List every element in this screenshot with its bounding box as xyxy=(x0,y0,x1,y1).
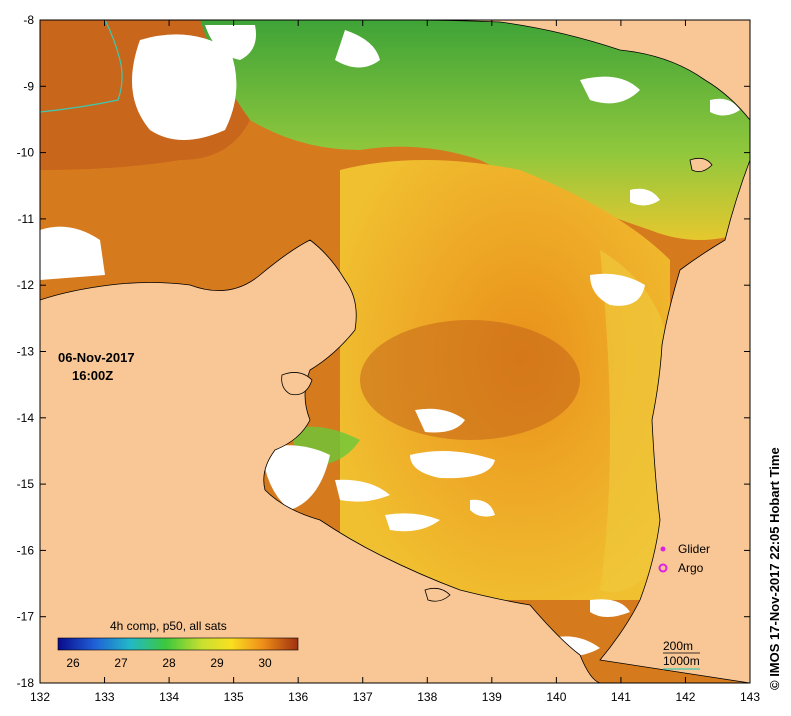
y-tick-label: -10 xyxy=(17,146,35,160)
colorbar-tick-label: 29 xyxy=(210,656,224,670)
contour-1000m-label: 1000m xyxy=(663,654,700,668)
platform-legend: Glider Argo xyxy=(658,542,710,575)
y-tick-label: -11 xyxy=(18,212,35,226)
y-axis: -8 -9 -10 -11 -12 -13 -14 -15 -16 -17 -18 xyxy=(17,13,750,690)
colorbar-tick-label: 30 xyxy=(258,656,272,670)
credit-label: © IMOS 17-Nov-2017 22:05 Hobart Time xyxy=(767,447,782,690)
warm-patch xyxy=(360,320,580,440)
x-tick-label: 143 xyxy=(740,690,760,704)
colorbar-tick-label: 26 xyxy=(66,656,80,670)
x-tick-label: 140 xyxy=(546,690,566,704)
cloud-mask xyxy=(40,25,740,657)
y-tick-label: -15 xyxy=(17,477,35,491)
x-tick-label: 142 xyxy=(675,690,695,704)
depth-contours xyxy=(39,19,123,113)
y-tick-label: -18 xyxy=(17,676,35,690)
north-cool-water xyxy=(200,20,750,240)
y-tick-label: -8 xyxy=(23,13,34,27)
y-tick-label: -16 xyxy=(17,543,35,557)
colorbar: 4h comp, p50, all sats 26 27 28 29 30 xyxy=(57,619,299,670)
x-tick-label: 133 xyxy=(95,690,115,704)
colorbar-tick-label: 27 xyxy=(114,656,128,670)
x-tick-label: 141 xyxy=(611,690,631,704)
x-tick-label: 139 xyxy=(482,690,502,704)
east-margin-water xyxy=(600,250,665,592)
x-tick-label: 136 xyxy=(288,690,308,704)
x-tick-label: 137 xyxy=(353,690,373,704)
contour-200m-label: 200m xyxy=(663,639,693,653)
x-tick-label: 134 xyxy=(159,690,179,704)
land-mask xyxy=(39,19,751,684)
colorbar-ramp xyxy=(57,637,299,651)
colorbar-tick-label: 28 xyxy=(162,656,176,670)
x-tick-label: 132 xyxy=(30,690,50,704)
glider-label: Glider xyxy=(678,542,710,556)
y-tick-label: -9 xyxy=(23,79,34,93)
colorbar-ticks: 26 27 28 29 30 xyxy=(66,656,272,670)
argo-label: Argo xyxy=(678,561,704,575)
map-panel: Glider Argo 200m 1000m 06-Nov-2017 16:00… xyxy=(39,19,751,684)
y-tick-label: -14 xyxy=(17,411,35,425)
argo-marker-icon xyxy=(658,563,668,573)
x-tick-label: 135 xyxy=(224,690,244,704)
date-label: 06-Nov-2017 xyxy=(58,350,135,365)
x-axis: 132 133 134 135 136 137 138 139 140 141 142 143 xyxy=(30,20,760,704)
time-label: 16:00Z xyxy=(72,368,113,383)
x-tick-label: 138 xyxy=(417,690,437,704)
y-tick-label: -13 xyxy=(17,345,35,359)
y-tick-label: -12 xyxy=(17,278,35,292)
contour-legend: 200m 1000m xyxy=(663,639,700,670)
y-tick-label: -17 xyxy=(17,610,35,624)
glider-marker-icon xyxy=(660,546,666,552)
composite-label: 4h comp, p50, all sats xyxy=(110,619,227,633)
